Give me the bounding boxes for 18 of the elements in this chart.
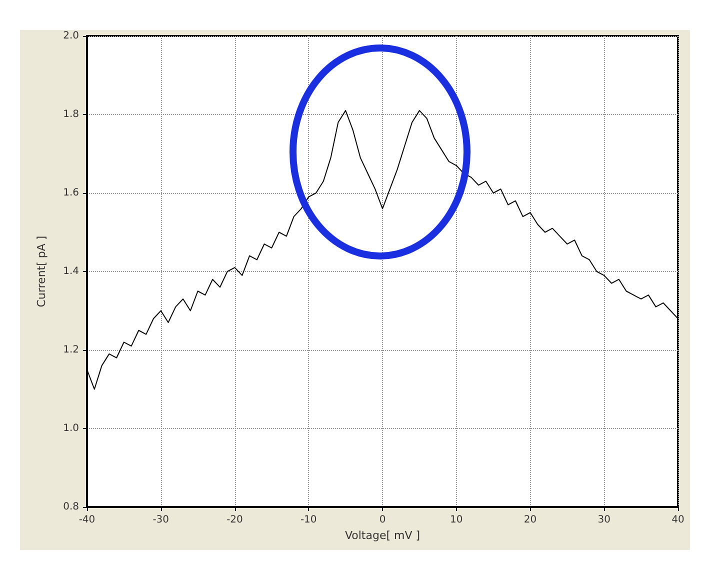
- x-tick-label: 0: [379, 514, 386, 526]
- x-tick-label: -10: [300, 514, 317, 526]
- x-tick-label: -40: [78, 514, 96, 526]
- y-tick-label: 1.0: [63, 423, 79, 434]
- y-tick-label: 1.6: [63, 188, 79, 198]
- x-tick-label: 40: [672, 514, 684, 526]
- x-tick-label: 10: [450, 514, 463, 526]
- x-axis-title: Voltage[ mV ]: [344, 528, 420, 542]
- y-tick-label: 0.8: [63, 502, 79, 512]
- y-tick-label: 2.0: [63, 30, 79, 42]
- y-axis-title: Current[ pA ]: [35, 236, 48, 308]
- x-tick-label: 30: [598, 514, 610, 526]
- y-tick-label: 1.4: [63, 266, 79, 277]
- y-tick-label: 1.8: [63, 109, 79, 120]
- x-tick-label: -20: [226, 514, 243, 526]
- x-tick-label: -30: [152, 514, 170, 526]
- x-tick-label: 20: [524, 514, 537, 526]
- y-tick-label: 1.2: [63, 344, 79, 356]
